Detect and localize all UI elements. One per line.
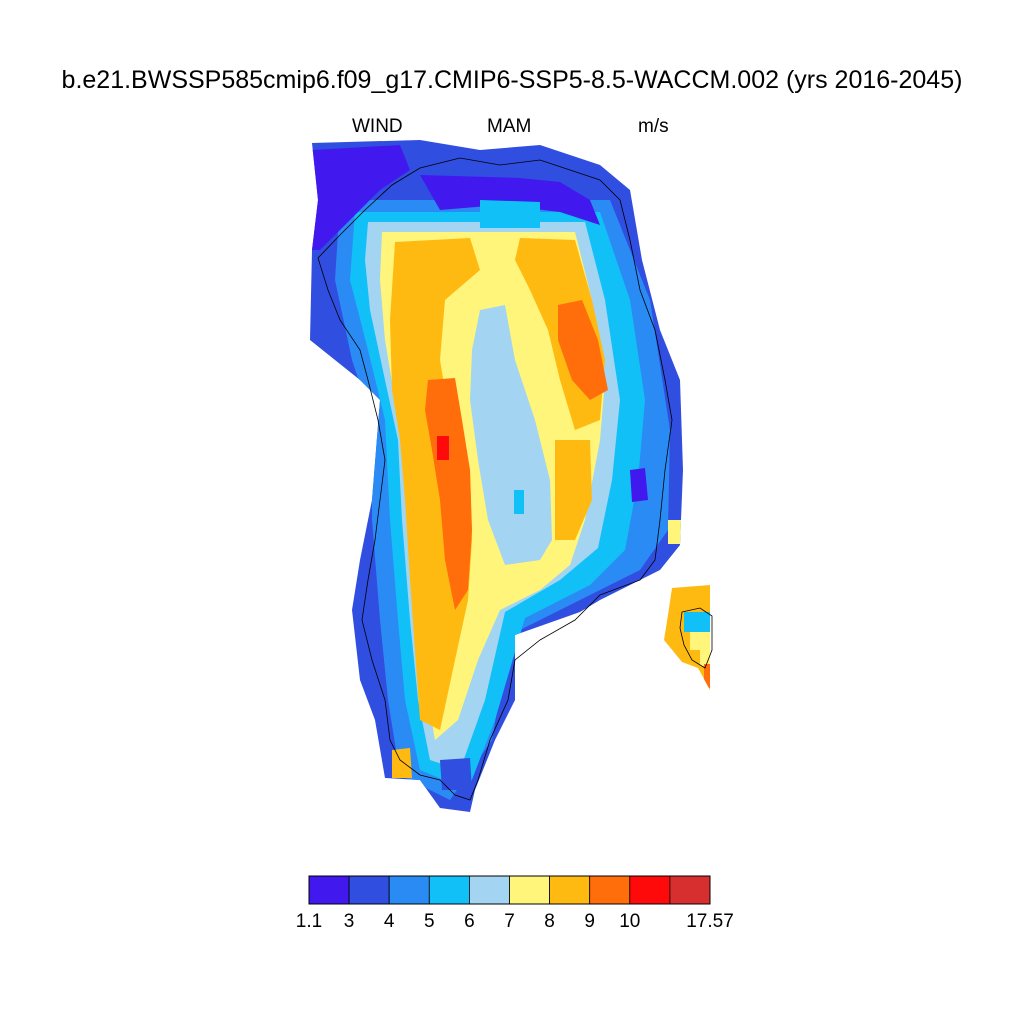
field-core-7 — [470, 305, 552, 565]
greenland-field — [310, 140, 683, 812]
colorbar-tick-label: 9 — [584, 911, 595, 932]
colorbar-tick-label: 3 — [343, 911, 355, 932]
field-east-dark — [630, 468, 648, 502]
colorbar-tick-label: 17.57 — [686, 911, 734, 932]
colorbar-box — [348, 875, 390, 905]
iceland-cell-1 — [684, 612, 710, 632]
iceland-cell-4 — [704, 664, 710, 688]
field-max-cell — [437, 436, 449, 460]
colorbar-box — [589, 875, 631, 905]
colorbar-box — [669, 875, 711, 905]
greenland-coastline — [317, 157, 673, 801]
colorbar-tick-label: 8 — [544, 911, 555, 932]
iceland-cell-3 — [700, 650, 710, 666]
season-label: MAM — [487, 116, 532, 137]
field-band-10-west — [425, 378, 472, 610]
field-south-8 — [392, 748, 412, 778]
colorbar-box — [308, 875, 350, 905]
field-east-8 — [668, 520, 682, 544]
colorbar-tick-label: 7 — [504, 911, 515, 932]
colorbar — [308, 875, 711, 905]
colorbar-tick-label: 6 — [464, 911, 475, 932]
colorbar-box — [549, 875, 591, 905]
field-band-9 — [390, 238, 480, 730]
field-north-band-6 — [480, 200, 540, 228]
colorbar-boxes — [308, 875, 711, 905]
field-northwest-1 — [312, 145, 410, 250]
units-label: m/s — [638, 116, 669, 137]
colorbar-box — [468, 875, 510, 905]
colorbar-frame — [308, 875, 711, 905]
colorbar-box — [388, 875, 430, 905]
plot-title: b.e21.BWSSP585cmip6.f09_g17.CMIP6-SSP5-8… — [61, 66, 963, 94]
iceland-coastline — [679, 607, 713, 669]
colorbar-tick-label: 1.1 — [295, 911, 323, 932]
colorbar-tick-label: 10 — [619, 911, 641, 932]
iceland-field — [664, 585, 710, 690]
field-band-10-east — [558, 300, 608, 400]
field-south-tip — [440, 758, 472, 790]
variable-label: WIND — [352, 116, 403, 137]
field-cell-a — [514, 490, 524, 514]
iceland-cell-2 — [690, 632, 710, 650]
colorbar-box — [509, 875, 550, 905]
colorbar-tick-label: 4 — [383, 911, 395, 932]
field-band-9-south — [555, 440, 592, 540]
colorbar-box — [428, 875, 470, 905]
colorbar-box — [629, 875, 671, 905]
colorbar-tick-label: 5 — [424, 911, 435, 932]
field-north-band-1 — [420, 175, 600, 225]
